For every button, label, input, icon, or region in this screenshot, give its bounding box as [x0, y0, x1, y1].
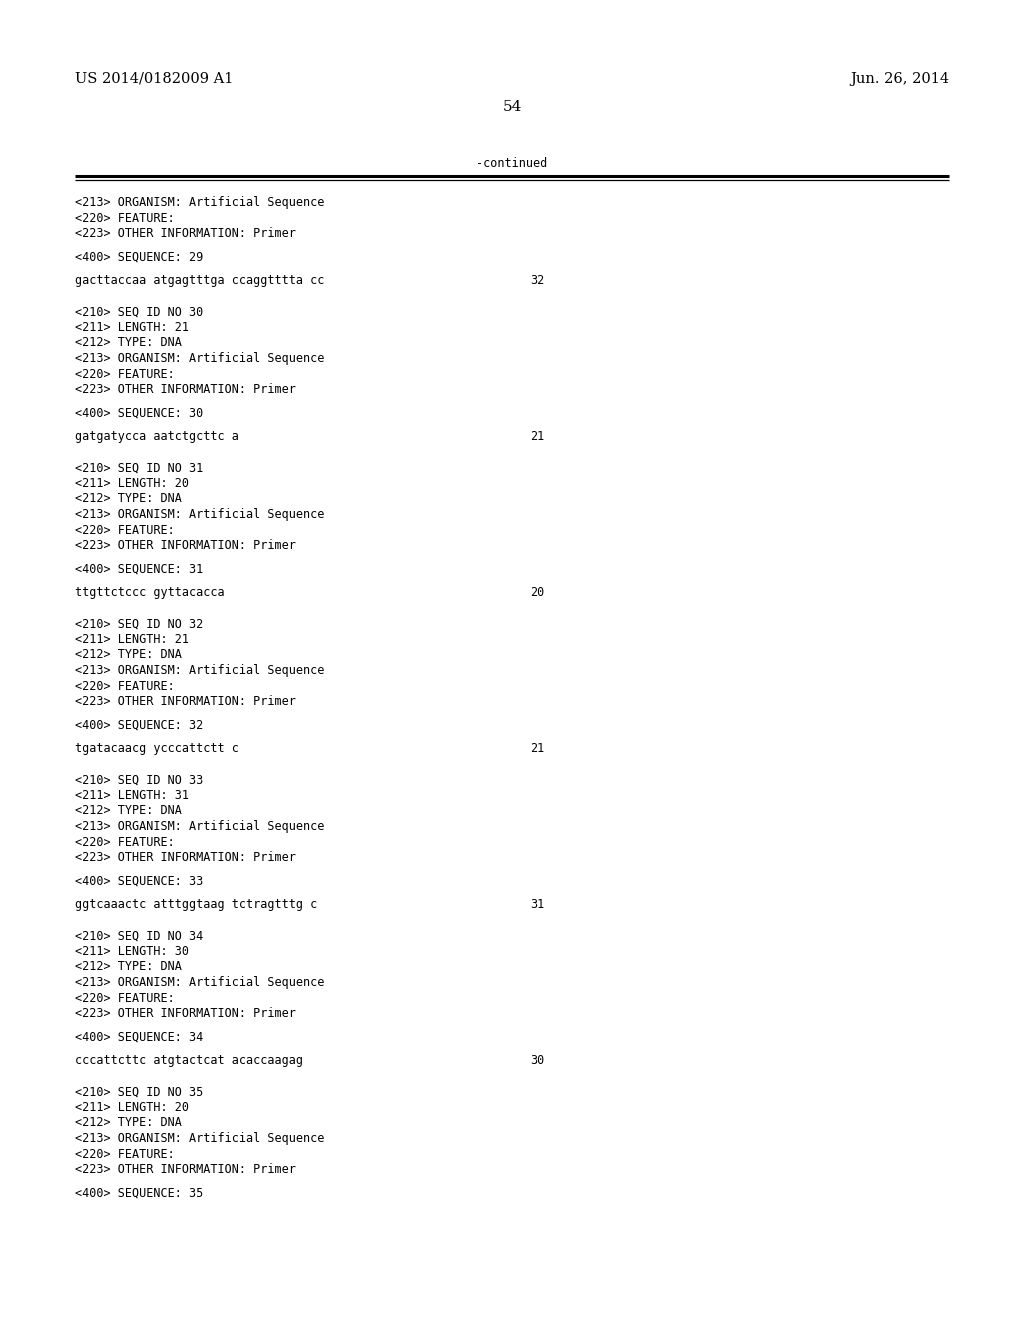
- Text: <223> OTHER INFORMATION: Primer: <223> OTHER INFORMATION: Primer: [75, 383, 296, 396]
- Text: <211> LENGTH: 20: <211> LENGTH: 20: [75, 477, 189, 490]
- Text: <210> SEQ ID NO 30: <210> SEQ ID NO 30: [75, 305, 203, 318]
- Text: <220> FEATURE:: <220> FEATURE:: [75, 680, 175, 693]
- Text: <213> ORGANISM: Artificial Sequence: <213> ORGANISM: Artificial Sequence: [75, 1133, 325, 1144]
- Text: <213> ORGANISM: Artificial Sequence: <213> ORGANISM: Artificial Sequence: [75, 195, 325, 209]
- Text: <212> TYPE: DNA: <212> TYPE: DNA: [75, 961, 182, 974]
- Text: <223> OTHER INFORMATION: Primer: <223> OTHER INFORMATION: Primer: [75, 227, 296, 240]
- Text: <220> FEATURE:: <220> FEATURE:: [75, 524, 175, 536]
- Text: 32: 32: [530, 275, 544, 286]
- Text: <210> SEQ ID NO 32: <210> SEQ ID NO 32: [75, 618, 203, 631]
- Text: <212> TYPE: DNA: <212> TYPE: DNA: [75, 804, 182, 817]
- Text: <400> SEQUENCE: 32: <400> SEQUENCE: 32: [75, 718, 203, 731]
- Text: <212> TYPE: DNA: <212> TYPE: DNA: [75, 648, 182, 661]
- Text: ttgttctccc gyttacacca: ttgttctccc gyttacacca: [75, 586, 224, 599]
- Text: <220> FEATURE:: <220> FEATURE:: [75, 367, 175, 380]
- Text: <211> LENGTH: 31: <211> LENGTH: 31: [75, 789, 189, 803]
- Text: <220> FEATURE:: <220> FEATURE:: [75, 836, 175, 849]
- Text: cccattcttc atgtactcat acaccaagag: cccattcttc atgtactcat acaccaagag: [75, 1053, 303, 1067]
- Text: <211> LENGTH: 21: <211> LENGTH: 21: [75, 321, 189, 334]
- Text: <400> SEQUENCE: 35: <400> SEQUENCE: 35: [75, 1187, 203, 1200]
- Text: <223> OTHER INFORMATION: Primer: <223> OTHER INFORMATION: Primer: [75, 696, 296, 708]
- Text: <212> TYPE: DNA: <212> TYPE: DNA: [75, 1117, 182, 1130]
- Text: Jun. 26, 2014: Jun. 26, 2014: [850, 73, 949, 86]
- Text: <213> ORGANISM: Artificial Sequence: <213> ORGANISM: Artificial Sequence: [75, 820, 325, 833]
- Text: <212> TYPE: DNA: <212> TYPE: DNA: [75, 337, 182, 350]
- Text: <223> OTHER INFORMATION: Primer: <223> OTHER INFORMATION: Primer: [75, 851, 296, 865]
- Text: ggtcaaactc atttggtaag tctragtttg c: ggtcaaactc atttggtaag tctragtttg c: [75, 898, 317, 911]
- Text: <211> LENGTH: 30: <211> LENGTH: 30: [75, 945, 189, 958]
- Text: 21: 21: [530, 742, 544, 755]
- Text: <210> SEQ ID NO 31: <210> SEQ ID NO 31: [75, 462, 203, 474]
- Text: gatgatycca aatctgcttc a: gatgatycca aatctgcttc a: [75, 430, 239, 444]
- Text: <400> SEQUENCE: 34: <400> SEQUENCE: 34: [75, 1031, 203, 1044]
- Text: <223> OTHER INFORMATION: Primer: <223> OTHER INFORMATION: Primer: [75, 1007, 296, 1020]
- Text: <210> SEQ ID NO 35: <210> SEQ ID NO 35: [75, 1085, 203, 1098]
- Text: <220> FEATURE:: <220> FEATURE:: [75, 1147, 175, 1160]
- Text: US 2014/0182009 A1: US 2014/0182009 A1: [75, 73, 233, 86]
- Text: tgatacaacg ycccattctt c: tgatacaacg ycccattctt c: [75, 742, 239, 755]
- Text: <213> ORGANISM: Artificial Sequence: <213> ORGANISM: Artificial Sequence: [75, 664, 325, 677]
- Text: <400> SEQUENCE: 31: <400> SEQUENCE: 31: [75, 562, 203, 576]
- Text: <212> TYPE: DNA: <212> TYPE: DNA: [75, 492, 182, 506]
- Text: <400> SEQUENCE: 29: <400> SEQUENCE: 29: [75, 251, 203, 264]
- Text: 31: 31: [530, 898, 544, 911]
- Text: 21: 21: [530, 430, 544, 444]
- Text: <210> SEQ ID NO 34: <210> SEQ ID NO 34: [75, 929, 203, 942]
- Text: <213> ORGANISM: Artificial Sequence: <213> ORGANISM: Artificial Sequence: [75, 352, 325, 366]
- Text: <220> FEATURE:: <220> FEATURE:: [75, 211, 175, 224]
- Text: <211> LENGTH: 20: <211> LENGTH: 20: [75, 1101, 189, 1114]
- Text: <220> FEATURE:: <220> FEATURE:: [75, 991, 175, 1005]
- Text: <223> OTHER INFORMATION: Primer: <223> OTHER INFORMATION: Primer: [75, 539, 296, 552]
- Text: -continued: -continued: [476, 157, 548, 170]
- Text: <400> SEQUENCE: 33: <400> SEQUENCE: 33: [75, 874, 203, 887]
- Text: 54: 54: [503, 100, 521, 114]
- Text: <211> LENGTH: 21: <211> LENGTH: 21: [75, 634, 189, 645]
- Text: <213> ORGANISM: Artificial Sequence: <213> ORGANISM: Artificial Sequence: [75, 975, 325, 989]
- Text: <223> OTHER INFORMATION: Primer: <223> OTHER INFORMATION: Primer: [75, 1163, 296, 1176]
- Text: <210> SEQ ID NO 33: <210> SEQ ID NO 33: [75, 774, 203, 787]
- Text: <213> ORGANISM: Artificial Sequence: <213> ORGANISM: Artificial Sequence: [75, 508, 325, 521]
- Text: 20: 20: [530, 586, 544, 599]
- Text: gacttaccaa atgagtttga ccaggtttta cc: gacttaccaa atgagtttga ccaggtttta cc: [75, 275, 325, 286]
- Text: <400> SEQUENCE: 30: <400> SEQUENCE: 30: [75, 407, 203, 420]
- Text: 30: 30: [530, 1053, 544, 1067]
